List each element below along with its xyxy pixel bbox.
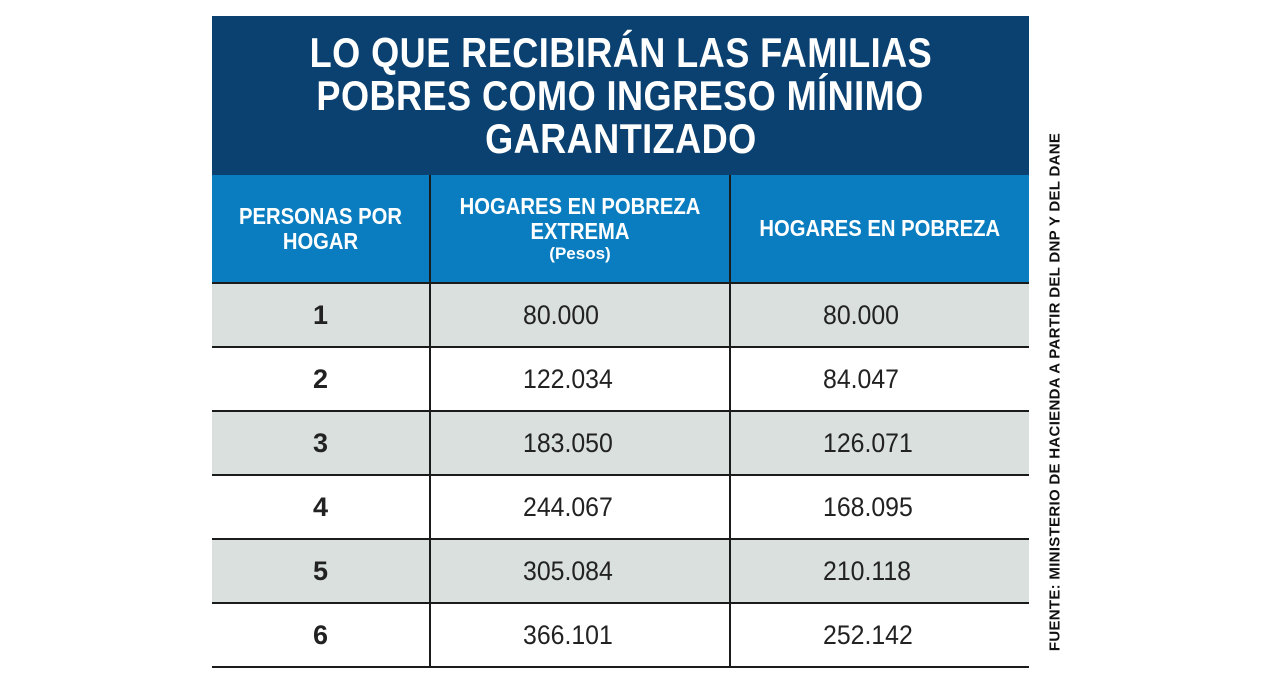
cell-poverty: 168.095 (730, 475, 1029, 540)
value-poverty: 252.142 (823, 619, 913, 650)
cell-extreme: 305.084 (430, 539, 731, 604)
table-row: 6 366.101 252.142 (212, 603, 1029, 668)
header-persons-label: PERSONAS POR HOGAR (238, 202, 403, 254)
value-extreme: 80.000 (523, 299, 599, 330)
header-persons: PERSONAS POR HOGAR (212, 175, 431, 284)
cell-persons: 6 (212, 603, 431, 668)
table-header-row: PERSONAS POR HOGAR HOGARES EN POBREZA EX… (212, 175, 1029, 284)
cell-persons: 1 (212, 283, 431, 348)
cell-persons: 5 (212, 539, 431, 604)
cell-extreme: 80.000 (430, 283, 731, 348)
cell-poverty: 84.047 (730, 347, 1029, 412)
cell-poverty: 80.000 (730, 283, 1029, 348)
cell-poverty: 126.071 (730, 411, 1029, 476)
value-extreme: 122.034 (523, 363, 613, 394)
header-extreme-label: HOGARES EN POBREZA EXTREMA (459, 192, 701, 244)
source-note: FUENTE: MINISTERIO DE HACIENDA A PARTIR … (1046, 132, 1064, 652)
value-poverty: 168.095 (823, 491, 913, 522)
cell-persons: 3 (212, 411, 431, 476)
cell-extreme: 122.034 (430, 347, 731, 412)
table-row: 3 183.050 126.071 (212, 411, 1029, 476)
cell-extreme: 244.067 (430, 475, 731, 540)
title-line-1: LO QUE RECIBIRÁN LAS FAMILIAS (309, 29, 932, 76)
cell-persons: 4 (212, 475, 431, 540)
income-table: PERSONAS POR HOGAR HOGARES EN POBREZA EX… (212, 175, 1029, 668)
table-row: 5 305.084 210.118 (212, 539, 1029, 604)
header-extreme-unit: (Pesos) (549, 243, 611, 263)
header-extreme-poverty: HOGARES EN POBREZA EXTREMA (Pesos) (430, 175, 731, 284)
table-row: 4 244.067 168.095 (212, 475, 1029, 540)
value-poverty: 210.118 (823, 555, 911, 586)
value-poverty: 126.071 (823, 427, 913, 458)
value-extreme: 244.067 (523, 491, 613, 522)
cell-extreme: 366.101 (430, 603, 731, 668)
table-row: 1 80.000 80.000 (212, 283, 1029, 348)
cell-persons: 2 (212, 347, 431, 412)
value-extreme: 183.050 (523, 427, 613, 458)
infographic: LO QUE RECIBIRÁN LAS FAMILIAS POBRES COM… (212, 16, 1029, 668)
cell-poverty: 252.142 (730, 603, 1029, 668)
cell-poverty: 210.118 (730, 539, 1029, 604)
value-extreme: 366.101 (523, 619, 613, 650)
value-poverty: 84.047 (823, 363, 899, 394)
header-poverty-label: HOGARES EN POBREZA (759, 215, 1001, 241)
header-poverty: HOGARES EN POBREZA (730, 175, 1029, 284)
value-extreme: 305.084 (523, 555, 613, 586)
title-block: LO QUE RECIBIRÁN LAS FAMILIAS POBRES COM… (212, 16, 1029, 175)
value-poverty: 80.000 (823, 299, 899, 330)
cell-extreme: 183.050 (430, 411, 731, 476)
table-row: 2 122.034 84.047 (212, 347, 1029, 412)
title-line-2: POBRES COMO INGRESO MÍNIMO (316, 72, 925, 119)
title-line-3: GARANTIZADO (484, 115, 757, 162)
